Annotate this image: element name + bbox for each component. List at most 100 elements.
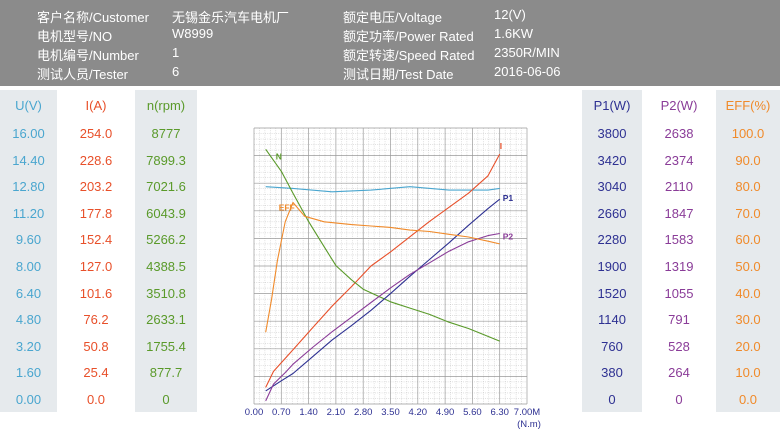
curve-i [265,153,501,388]
x-tick-label: 1.40 [299,407,318,418]
x-tick-label: 0.00 [245,407,264,418]
curve-label-p1: P1 [503,193,514,203]
efficiency-scale-value: 90.0 [735,152,761,168]
voltage-scale-column: U(V) 16.00 14.40 12.80 11.20 9.60 8.00 6.40 4.80… [0,90,57,412]
output-power-scale-value: 1055 [664,285,694,301]
voltage-scale-value: 8.00 [15,259,42,274]
current-scale-value: 228.6 [79,152,113,168]
speed-rated-value: 2350R/MIN [494,45,560,60]
efficiency-scale-value: 70.0 [735,205,761,221]
voltage-scale-value: 3.20 [15,338,42,354]
input-power-scale-value: 2280 [597,232,627,248]
current-scale-value: 152.4 [79,232,113,248]
efficiency-scale-value: 40.0 [735,285,761,301]
input-power-scale-value: 1900 [597,259,627,274]
input-power-scale-value: 3040 [597,179,627,195]
curve-label-eff: EFF [279,202,295,212]
tester-label: 测试人员/Tester [37,67,129,82]
input-power-scale-column: P1(W) 3800 3420 3040 2660 2280 1900 1520 1140 760… [582,90,642,412]
x-tick-label: 0.70 [272,407,291,418]
output-power-scale-column: P2(W) 2638 2374 2110 1847 1583 1319 1055 791 528 2… [646,90,712,412]
output-power-scale-header: P2(W) [660,98,698,113]
current-scale-value: 177.8 [79,205,113,221]
efficiency-scale-value: 60.0 [735,232,761,248]
efficiency-scale-value: 10.0 [735,365,761,381]
motor-model-value: W8999 [172,26,214,41]
output-power-scale-value: 2110 [665,179,693,195]
input-power-scale-value: 760 [601,338,623,354]
customer-value: 无锡金乐汽车电机厂 [172,10,290,25]
x-tick-label: 2.10 [327,407,346,418]
speed-scale-value: 2633.1 [146,312,186,328]
speed-scale-value: 877.7 [149,365,183,381]
x-tick-label: 2.80 [354,407,373,418]
input-power-scale-value: 3420 [597,152,627,168]
voltage-scale-value: 9.60 [15,232,42,248]
x-tick-label: 7.00M [514,407,540,418]
speed-scale-value: 4388.5 [146,259,186,274]
voltage-value: 12(V) [494,7,526,22]
power-rated-label: 额定功率/Power Rated [343,29,474,44]
curve-label-p2: P2 [503,231,514,241]
curve-label-n: N [276,151,282,161]
current-scale-column: I(A) 254.0 228.6 203.2 177.8 152.4 127.0 101.6 7… [62,90,130,412]
output-power-scale-value: 1319 [664,259,694,274]
x-tick-label: 6.30 [490,407,509,418]
voltage-scale-value: 12.80 [12,179,45,195]
curve-n [265,148,500,342]
motor-performance-chart: 0.00 0.70 1.40 2.10 2.80 3.50 4.20 4.90 5.60 6.30… [245,127,541,430]
tester-value: 6 [172,64,180,79]
efficiency-scale-value: 80.0 [735,179,761,195]
motor-number-value: 1 [172,45,180,60]
output-power-scale-value: 2374 [664,152,694,168]
voltage-scale-value: 4.80 [15,312,42,328]
curve-eff [265,201,500,333]
chart-curves [265,148,501,402]
voltage-scale-value: 14.40 [12,152,45,168]
current-scale-value: 203.2 [79,179,113,195]
motor-model-label: 电机型号/NO [37,29,113,44]
speed-scale-value: 7021.6 [146,179,186,195]
speed-scale-value: 1755.4 [146,338,186,354]
x-tick-label: 3.50 [381,407,400,418]
efficiency-scale-value: 30.0 [735,312,761,328]
chart-grid [253,127,528,405]
output-power-scale-value: 0 [675,392,683,407]
input-power-scale-value: 380 [601,365,623,381]
test-date-value: 2016-06-06 [494,64,561,79]
efficiency-scale-value: 0.0 [738,392,758,407]
speed-scale-value: 7899.3 [146,152,186,168]
efficiency-scale-value: 50.0 [735,259,761,274]
voltage-scale-value: 1.60 [15,365,42,381]
voltage-scale-header: U(V) [15,98,42,113]
input-power-scale-value: 2660 [597,205,627,221]
speed-scale-value: 5266.2 [146,232,186,248]
input-power-scale-value: 3800 [597,126,627,141]
input-power-scale-header: P1(W) [593,98,631,113]
speed-scale-value: 3510.8 [146,285,186,301]
input-power-scale-value: 1140 [598,312,626,328]
output-power-scale-value: 791 [668,312,690,328]
speed-scale-header: n(rpm) [146,98,186,113]
efficiency-scale-column: EFF(%) 100.0 90.0 80.0 70.0 60.0 50.0 40.0 30.0 2… [716,90,780,412]
output-power-scale-value: 528 [668,338,690,354]
current-scale-value: 25.4 [83,365,109,381]
current-scale-value: 76.2 [83,312,109,328]
input-power-scale-value: 1520 [597,285,627,301]
x-tick-label: 4.20 [409,407,428,418]
speed-scale-value: 8777 [151,126,181,141]
current-scale-value: 127.0 [79,259,113,274]
speed-scale-column: n(rpm) 8777 7899.3 7021.6 6043.9 5266.2 4388.5… [135,90,197,412]
speed-scale-value: 0 [162,392,170,407]
curve-p2 [265,232,500,402]
x-axis-label: (N.m) [517,419,541,430]
output-power-scale-value: 1583 [664,232,694,248]
curve-label-i: I [500,141,502,151]
current-scale-value: 0.0 [86,392,106,407]
test-date-label: 测试日期/Test Date [343,67,454,82]
output-power-scale-value: 2638 [664,126,694,141]
output-power-scale-value: 264 [668,365,690,381]
power-rated-value: 1.6KW [494,26,534,41]
efficiency-scale-value: 20.0 [735,338,761,354]
current-scale-value: 50.8 [83,338,109,354]
